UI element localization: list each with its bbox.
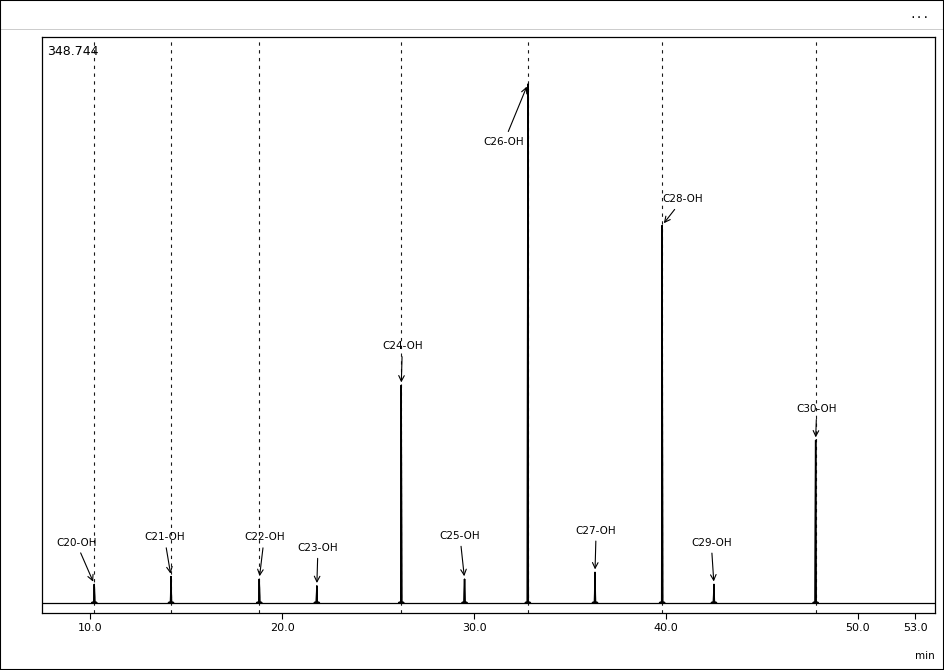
Polygon shape bbox=[593, 572, 598, 602]
Text: C21-OH: C21-OH bbox=[144, 533, 185, 572]
Text: 348.744: 348.744 bbox=[47, 46, 98, 58]
Text: C29-OH: C29-OH bbox=[691, 537, 732, 580]
Polygon shape bbox=[525, 84, 531, 602]
Polygon shape bbox=[92, 584, 97, 602]
Polygon shape bbox=[462, 579, 467, 602]
Polygon shape bbox=[314, 586, 319, 602]
Polygon shape bbox=[712, 584, 716, 602]
Text: C27-OH: C27-OH bbox=[576, 525, 616, 568]
Text: C22-OH: C22-OH bbox=[244, 533, 284, 575]
Text: C20-OH: C20-OH bbox=[56, 537, 96, 581]
Text: C26-OH: C26-OH bbox=[483, 88, 527, 147]
Polygon shape bbox=[257, 579, 261, 602]
Text: ...: ... bbox=[910, 10, 930, 20]
Text: C24-OH: C24-OH bbox=[382, 341, 423, 381]
Text: C28-OH: C28-OH bbox=[662, 194, 702, 222]
Text: C25-OH: C25-OH bbox=[440, 531, 480, 575]
Polygon shape bbox=[168, 576, 174, 602]
Text: min: min bbox=[915, 651, 935, 661]
Text: C30-OH: C30-OH bbox=[797, 404, 837, 436]
Polygon shape bbox=[660, 225, 665, 602]
Text: C23-OH: C23-OH bbox=[297, 543, 338, 582]
Polygon shape bbox=[813, 440, 818, 602]
Polygon shape bbox=[398, 385, 404, 602]
